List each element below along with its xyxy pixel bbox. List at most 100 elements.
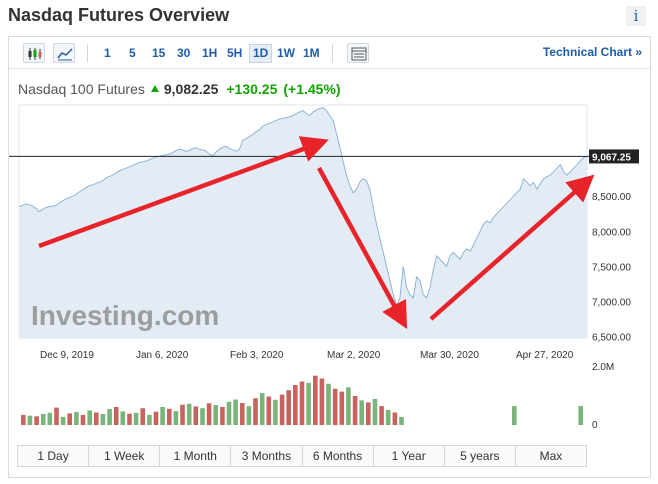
range-6-months[interactable]: 6 Months bbox=[302, 446, 374, 466]
range-1-week[interactable]: 1 Week bbox=[89, 446, 161, 466]
range-1-month[interactable]: 1 Month bbox=[160, 446, 232, 466]
investing-watermark: Investing.com bbox=[31, 300, 219, 331]
volume-bar bbox=[253, 398, 258, 425]
volume-bar bbox=[352, 396, 358, 425]
volume-bar bbox=[240, 403, 245, 425]
chart-toolbar: 1 5 15 30 1H 5H 1D 1W 1M Technical Chart… bbox=[9, 37, 650, 69]
volume-bar bbox=[392, 412, 398, 425]
price-change: +130.25 bbox=[226, 81, 278, 97]
volume-bar bbox=[180, 404, 185, 425]
volume-bar bbox=[379, 406, 384, 425]
chart-panel: 1 5 15 30 1H 5H 1D 1W 1M Technical Chart… bbox=[8, 36, 651, 478]
volume-bar bbox=[54, 407, 59, 425]
volume-bar bbox=[306, 382, 311, 425]
table-icon[interactable] bbox=[347, 43, 369, 63]
volume-bar bbox=[366, 402, 371, 425]
candlestick-icon[interactable] bbox=[23, 43, 45, 63]
volume-bar bbox=[346, 387, 351, 425]
area-chart-icon[interactable] bbox=[53, 43, 75, 63]
volume-zero-label: 0 bbox=[592, 420, 598, 431]
volume-bar bbox=[186, 403, 192, 425]
info-icon[interactable]: i bbox=[626, 6, 646, 26]
timeframe-1[interactable]: 1 bbox=[104, 46, 111, 60]
volume-bar bbox=[147, 414, 152, 425]
last-price-label: 9,067.25 bbox=[592, 152, 631, 163]
volume-bar bbox=[246, 406, 252, 425]
volume-bar bbox=[226, 401, 232, 425]
range-selector: 1 Day 1 Week 1 Month 3 Months 6 Months 1… bbox=[17, 445, 587, 467]
timeframe-5h[interactable]: 5H bbox=[227, 46, 243, 60]
volume-bar bbox=[279, 394, 285, 426]
volume-bar bbox=[332, 388, 338, 426]
volume-bar bbox=[512, 406, 517, 425]
range-max[interactable]: Max bbox=[515, 446, 586, 466]
volume-bar bbox=[399, 416, 404, 425]
instrument-name: Nasdaq 100 Futures bbox=[18, 81, 145, 97]
volume-bar bbox=[578, 406, 583, 425]
page-title: Nasdaq Futures Overview bbox=[8, 5, 230, 25]
timeframe-1h[interactable]: 1H bbox=[202, 46, 218, 60]
y-tick-label: 6,500.00 bbox=[592, 333, 631, 344]
range-1-year[interactable]: 1 Year bbox=[373, 446, 445, 466]
volume-bar bbox=[339, 391, 345, 425]
timeframe-1w[interactable]: 1W bbox=[277, 46, 295, 60]
y-tick-label: 8,500.00 bbox=[592, 192, 631, 203]
last-price: 9,082.25 bbox=[163, 81, 219, 97]
volume-bar bbox=[160, 407, 165, 425]
volume-bar bbox=[133, 412, 139, 425]
volume-bar bbox=[47, 412, 53, 425]
volume-bar bbox=[127, 413, 132, 425]
volume-bar bbox=[299, 381, 305, 425]
annotation-arrow bbox=[429, 174, 595, 321]
price-line bbox=[18, 107, 588, 307]
timeframe-30[interactable]: 30 bbox=[177, 46, 191, 60]
volume-bar bbox=[326, 383, 331, 425]
volume-bar bbox=[385, 409, 391, 425]
timeframe-1m[interactable]: 1M bbox=[303, 46, 320, 60]
timeframe-15[interactable]: 15 bbox=[152, 46, 166, 60]
volume-bar bbox=[313, 375, 318, 425]
x-tick-label: Dec 9, 2019 bbox=[40, 350, 94, 361]
volume-bar bbox=[27, 415, 33, 425]
price-change-percent: (+1.45%) bbox=[283, 81, 341, 97]
range-1-day[interactable]: 1 Day bbox=[18, 446, 90, 466]
volume-bar bbox=[87, 410, 92, 425]
volume-bar bbox=[107, 409, 112, 426]
volume-bar bbox=[359, 400, 364, 425]
volume-bar bbox=[34, 416, 39, 425]
x-tick-label: Jan 6, 2020 bbox=[136, 350, 189, 361]
price-area-fill bbox=[19, 107, 587, 338]
annotation-arrow bbox=[317, 166, 408, 330]
volume-bar bbox=[266, 396, 272, 425]
volume-bar bbox=[372, 398, 378, 425]
price-chart: Investing.com 9,067.25 8,500.00 8,000.00 7,5… bbox=[9, 104, 639, 431]
volume-bar bbox=[21, 414, 26, 425]
quote-header: Nasdaq 100 Futures 9,082.25 +130.25 (+1.45%… bbox=[18, 81, 341, 97]
timeframe-1d[interactable]: 1D bbox=[249, 44, 273, 63]
timeframe-5[interactable]: 5 bbox=[129, 46, 136, 60]
technical-chart-link[interactable]: Technical Chart » bbox=[542, 45, 642, 59]
range-5-years[interactable]: 5 years bbox=[444, 446, 516, 466]
volume-bar bbox=[67, 413, 72, 425]
annotation-arrow bbox=[38, 136, 329, 249]
volume-bar bbox=[94, 412, 99, 425]
volume-bar bbox=[173, 411, 179, 425]
volume-bar bbox=[319, 378, 325, 425]
y-tick-label: 7,000.00 bbox=[592, 298, 631, 309]
volume-bar bbox=[100, 414, 106, 425]
volume-bar bbox=[220, 407, 225, 425]
volume-bar bbox=[213, 405, 218, 425]
volume-bar bbox=[120, 411, 126, 425]
volume-bar bbox=[60, 416, 66, 425]
y-tick-label: 7,500.00 bbox=[592, 262, 631, 273]
volume-bar bbox=[113, 407, 119, 425]
x-tick-label: Mar 30, 2020 bbox=[420, 350, 479, 361]
x-tick-label: Feb 3, 2020 bbox=[230, 350, 284, 361]
range-3-months[interactable]: 3 Months bbox=[231, 446, 303, 466]
volume-bar bbox=[167, 408, 172, 425]
volume-bar bbox=[200, 408, 205, 425]
volume-bar bbox=[40, 414, 46, 425]
x-tick-label: Mar 2, 2020 bbox=[327, 350, 381, 361]
volume-bar bbox=[233, 399, 238, 425]
x-tick-label: Apr 27, 2020 bbox=[516, 350, 574, 361]
